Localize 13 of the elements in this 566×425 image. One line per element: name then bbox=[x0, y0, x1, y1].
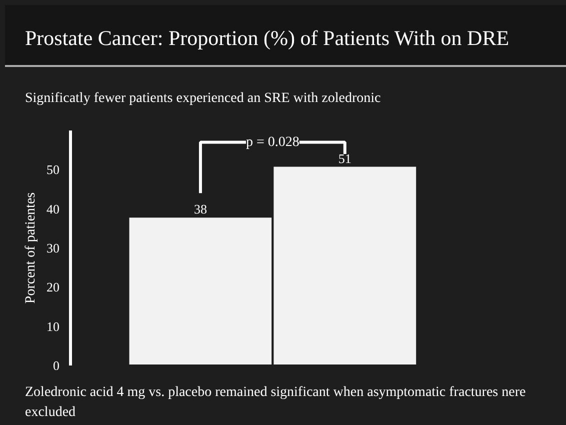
y-tick-label: 40 bbox=[46, 201, 60, 216]
text: Zoledronic acid 4 mg vs. placebo remained significant when asymptomatic fractures nere excluded bbox=[25, 384, 527, 422]
chart-subtitle: Significatly fewer patients experienced an SRE with zoledronic bbox=[25, 90, 381, 108]
y-tick-label: 0 bbox=[53, 358, 60, 373]
chart-title: Prostate Cancer: Proportion (%) of Patients With on DRE bbox=[25, 25, 510, 52]
data-label: 51 bbox=[338, 150, 352, 166]
y-tick-label: 50 bbox=[46, 162, 60, 178]
y-axis-title: Porcent of patientes bbox=[24, 192, 38, 304]
y-tick-label: 30 bbox=[46, 240, 60, 256]
y-tick-label: 10 bbox=[46, 318, 60, 334]
annotation: p = 0.028 bbox=[246, 134, 300, 150]
y-tick-label: 20 bbox=[46, 280, 60, 295]
data-label: 38 bbox=[194, 202, 207, 217]
